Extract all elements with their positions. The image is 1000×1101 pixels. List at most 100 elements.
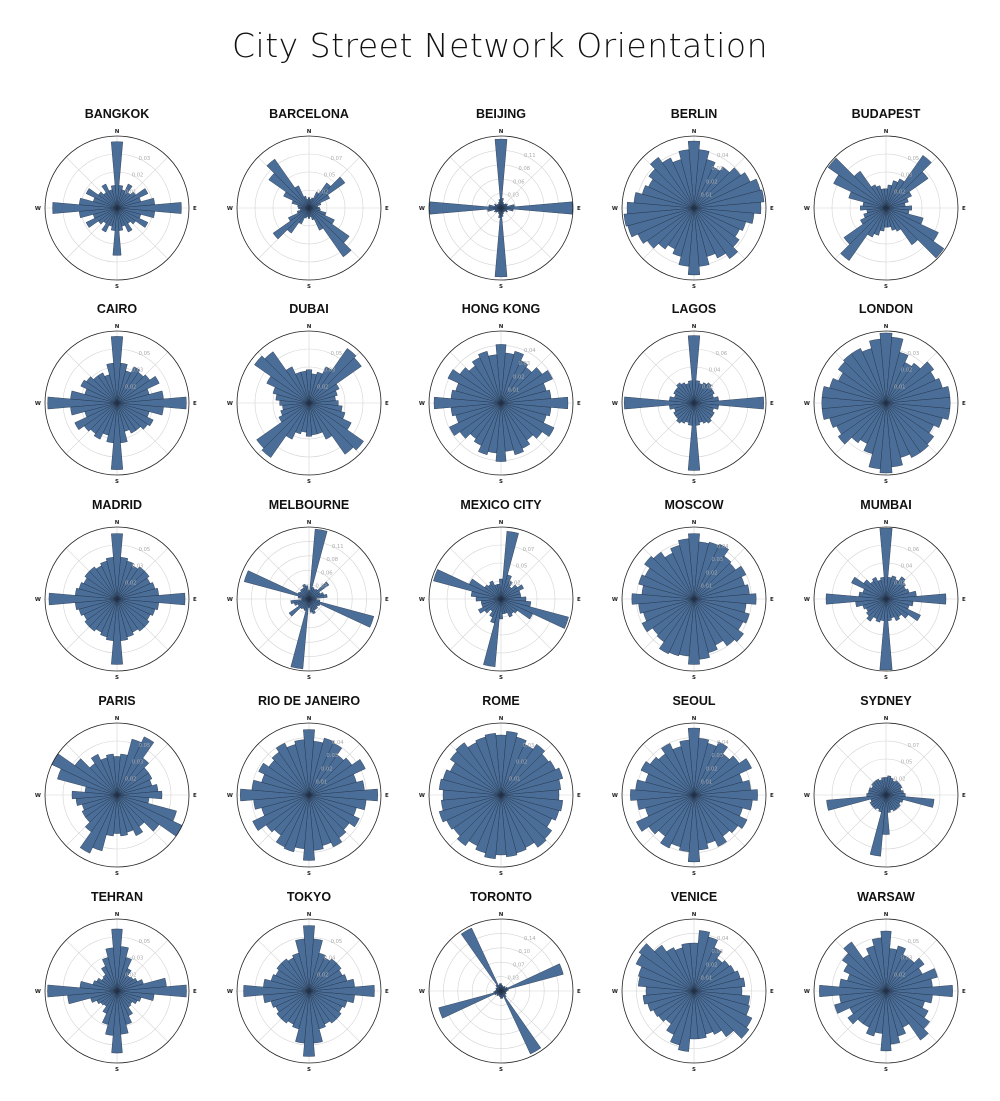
orientation-bar — [252, 794, 310, 831]
orientation-bar — [623, 207, 695, 227]
orientation-bar — [276, 990, 310, 1020]
orientation-bar — [885, 197, 909, 209]
orientation-bar — [308, 402, 364, 451]
compass-label-s: S — [115, 284, 119, 290]
orientation-bar — [111, 598, 123, 665]
polar-chart-sydney: SYDNEY 0.07 0.05 0.02 N E S W — [788, 694, 984, 884]
radial-tick-label: 0.06 — [908, 547, 920, 553]
radial-tick-label: 0.02 — [894, 972, 906, 978]
compass-label-s: S — [115, 479, 119, 485]
orientation-bar — [116, 402, 154, 427]
orientation-bar — [500, 767, 564, 796]
orientation-bar — [880, 577, 887, 600]
orientation-bar — [495, 344, 507, 404]
orientation-bar — [110, 185, 118, 209]
orientation-bar — [693, 201, 762, 215]
orientation-bar — [500, 402, 524, 456]
polar-plot: 0.07 0.05 0.02 N E S W — [804, 716, 966, 877]
polar-frame — [813, 330, 959, 476]
orientation-bar — [460, 927, 502, 992]
polar-plot: 0.05 0.03 0.02 N E S W — [35, 324, 197, 485]
radial-tick-label: 0.03 — [139, 156, 151, 162]
orientation-bar — [116, 560, 134, 600]
chart-title: MOSCOW — [664, 498, 724, 512]
orientation-bar — [308, 742, 343, 796]
radial-tick-label: 0.04 — [324, 956, 336, 962]
radial-tick-label: 0.05 — [516, 564, 528, 570]
compass-label-s: S — [692, 284, 696, 290]
orientation-bar — [879, 598, 893, 671]
orientation-bar — [827, 157, 887, 209]
orientation-bar — [880, 188, 887, 209]
radial-tick-label: 0.02 — [702, 384, 714, 390]
orientation-bar — [885, 402, 943, 428]
compass-label-s: S — [884, 675, 888, 681]
orientation-bar — [644, 555, 695, 600]
radial-tick-label: 0.08 — [327, 557, 339, 563]
chart-title: RIO DE JANEIRO — [257, 694, 361, 708]
polar-plot: 0.14 0.10 0.07 0.03 N E S W — [419, 912, 581, 1073]
orientation-bar — [693, 794, 748, 829]
radial-tick-label: 0.03 — [132, 956, 144, 962]
compass-label-s: S — [692, 479, 696, 485]
polar-chart-warsaw: WARSAW 0.05 0.03 0.02 N E S W — [788, 890, 984, 1080]
orientation-bar — [442, 769, 502, 796]
polar-chart-beijing: BEIJING 0.11 0.08 0.06 0.03 N E S W — [403, 107, 599, 297]
radial-tick-label: 0.05 — [331, 351, 343, 357]
orientation-bar — [885, 593, 947, 605]
compass-label-e: E — [385, 401, 389, 407]
orientation-bar — [100, 598, 118, 638]
orientation-bar — [693, 990, 734, 1038]
polar-chart-lagos: LAGOS 0.06 0.04 0.02 N E S W — [596, 302, 792, 492]
orientation-bar — [243, 985, 310, 997]
orientation-bar — [254, 355, 310, 404]
orientation-bar — [680, 382, 695, 404]
chart-title: ROME — [482, 694, 520, 708]
orientation-bar — [863, 402, 887, 454]
orientation-bar — [678, 149, 695, 209]
orientation-bar — [478, 350, 502, 404]
orientation-bar — [308, 176, 346, 209]
orientation-bar — [473, 402, 502, 446]
orientation-bar — [640, 761, 695, 796]
orientation-bar — [294, 739, 310, 796]
orientation-bar — [693, 794, 739, 834]
orientation-bar — [303, 794, 315, 861]
radial-tick-label: 0.07 — [523, 547, 535, 553]
orientation-bar — [441, 794, 502, 811]
radial-tick-label: 0.02 — [894, 776, 906, 782]
radial-tick-label: 0.02 — [317, 189, 329, 195]
compass-label-e: E — [962, 989, 966, 995]
orientation-bar — [693, 382, 712, 404]
polar-chart-toronto: TORONTO 0.14 0.10 0.07 0.03 N E S W — [403, 890, 599, 1080]
orientation-bar — [484, 584, 502, 600]
compass-label-w: W — [612, 401, 618, 407]
orientation-bar — [885, 581, 906, 600]
radial-tick-label: 0.02 — [901, 368, 913, 374]
compass-label-n: N — [115, 716, 120, 722]
compass-label-w: W — [227, 597, 233, 603]
radial-tick-label: 0.05 — [139, 743, 151, 749]
orientation-bar — [688, 598, 700, 665]
orientation-bar — [500, 402, 555, 437]
radial-tick-label: 0.05 — [139, 351, 151, 357]
orientation-bar — [308, 990, 338, 1024]
orientation-bar — [885, 784, 903, 796]
polar-frame — [813, 918, 959, 1064]
orientation-bar — [429, 201, 502, 215]
orientation-bar — [494, 138, 508, 209]
radial-tick-label: 0.11 — [524, 153, 536, 159]
orientation-bar — [308, 383, 340, 404]
polar-plot: 0.05 0.03 0.02 N E S W — [35, 520, 197, 681]
orientation-bar — [308, 985, 375, 997]
orientation-bar — [885, 794, 897, 812]
orientation-bar — [80, 379, 118, 404]
orientation-bar — [693, 598, 735, 647]
orientation-bar — [308, 402, 333, 440]
polar-chart-bangkok: BANGKOK 0.03 0.02 0.01 N E S W — [19, 107, 215, 297]
orientation-bar — [475, 794, 502, 854]
orientation-bar — [630, 789, 695, 801]
orientation-bar — [305, 369, 313, 404]
orientation-bar — [693, 947, 722, 992]
radial-tick-label: 0.03 — [508, 976, 520, 982]
